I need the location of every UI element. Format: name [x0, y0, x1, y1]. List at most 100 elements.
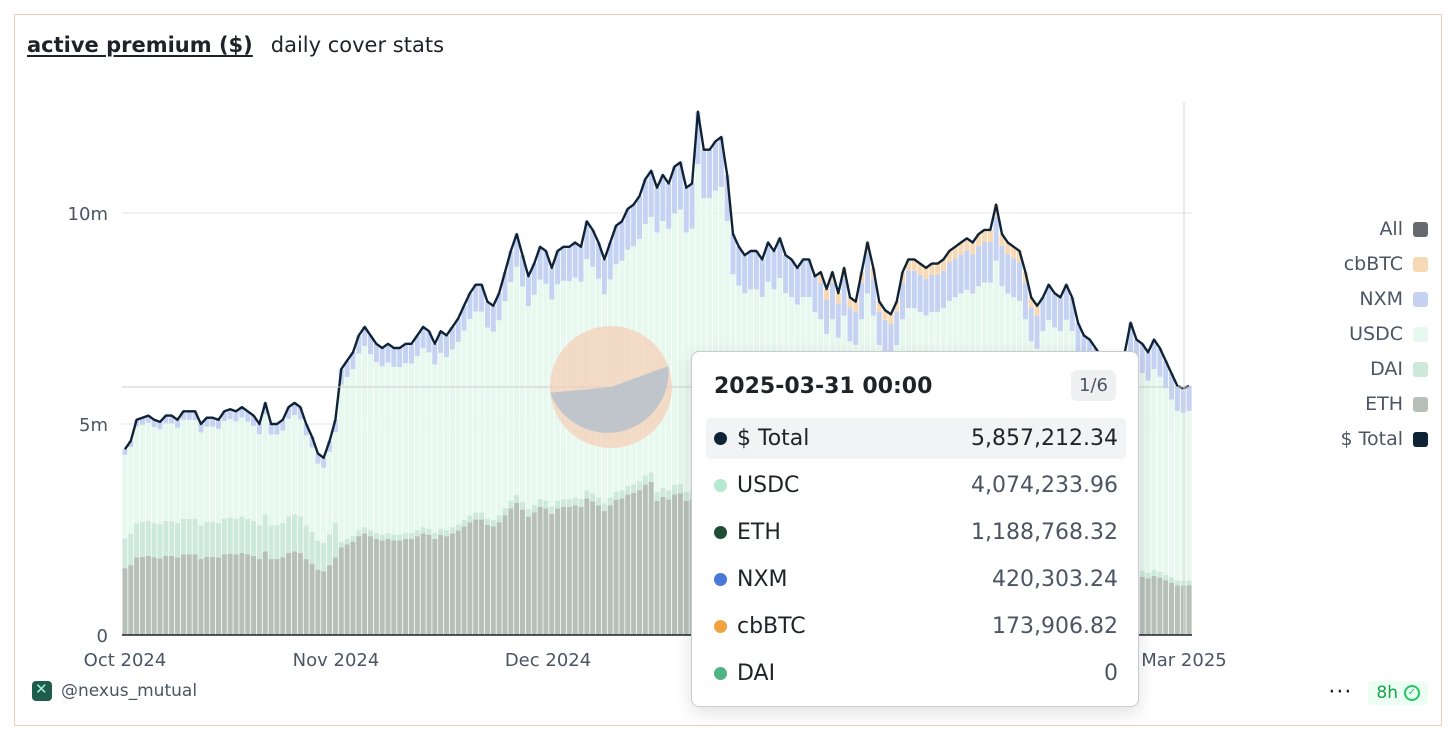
stack-bar-segment: [578, 246, 584, 282]
stack-bar-segment: [379, 348, 385, 367]
chart-title-link[interactable]: active premium ($): [27, 33, 253, 57]
stack-bar-segment: [1180, 585, 1186, 635]
stack-bar-segment: [309, 531, 315, 564]
legend-item-total[interactable]: $ Total: [1340, 426, 1428, 452]
legend-item-nxm[interactable]: NXM: [1359, 286, 1428, 312]
stack-bar-segment: [467, 318, 473, 516]
stack-bar-segment: [625, 494, 631, 635]
stack-bar-segment: [818, 272, 824, 283]
stack-bar-segment: [303, 435, 309, 526]
stack-bar-segment: [198, 559, 204, 635]
stack-bar-segment: [256, 424, 262, 435]
stack-bar-segment: [455, 524, 461, 531]
stack-bar-segment: [239, 407, 245, 418]
stack-bar-segment: [233, 421, 239, 519]
stack-bar-segment: [748, 250, 754, 290]
freshness-badge[interactable]: 8h ✓: [1368, 680, 1428, 705]
stack-bar-segment: [461, 526, 467, 635]
stack-bar-segment: [391, 366, 397, 535]
stack-bar-segment: [449, 527, 455, 534]
stack-bar-segment: [367, 354, 374, 531]
stack-bar-segment: [607, 497, 613, 506]
tooltip-series-name: USDC: [737, 473, 800, 498]
stack-bar-segment: [672, 166, 678, 214]
stack-bar-segment: [607, 505, 613, 635]
stack-bar-segment: [519, 509, 526, 635]
stack-bar-segment: [929, 274, 935, 312]
stack-bar-segment: [484, 524, 490, 635]
legend-item-dai[interactable]: DAI: [1370, 356, 1428, 382]
stack-bar-segment: [210, 521, 216, 557]
author-link[interactable]: @nexus_mutual: [32, 680, 197, 701]
stack-bar-segment: [297, 419, 303, 517]
stack-bar-segment: [128, 565, 134, 635]
stack-bar-segment: [198, 424, 204, 433]
stack-bar-segment: [379, 534, 385, 541]
stack-bar-segment: [619, 221, 625, 261]
stack-bar-segment: [712, 141, 718, 191]
stack-bar-segment: [502, 507, 508, 516]
stack-bar-segment: [859, 282, 865, 320]
stack-bar-segment: [215, 419, 221, 429]
stack-bar-segment: [1011, 246, 1017, 259]
stack-bar-segment: [145, 520, 151, 557]
stack-bar-segment: [742, 255, 748, 294]
stack-bar-segment: [291, 514, 298, 552]
stack-bar-segment: [1151, 339, 1157, 370]
stack-bar-segment: [122, 449, 128, 455]
legend-item-usdc[interactable]: USDC: [1349, 321, 1428, 347]
stack-bar-segment: [479, 519, 485, 635]
stack-bar-segment: [420, 348, 426, 528]
stack-bar-segment: [566, 499, 572, 507]
stack-bar-segment: [1005, 242, 1011, 255]
stack-bar-segment: [210, 556, 216, 635]
stack-bar-segment: [151, 419, 157, 428]
stack-bar-segment: [508, 508, 514, 635]
stack-bar-segment: [508, 281, 514, 501]
stack-bar-segment: [122, 568, 128, 635]
legend-item-all[interactable]: All: [1379, 216, 1428, 242]
stack-bar-segment: [385, 538, 391, 635]
stack-bar-segment: [134, 557, 140, 635]
stack-bar-segment: [461, 519, 467, 527]
stack-bar-segment: [145, 415, 151, 423]
stack-bar-segment: [215, 523, 221, 558]
stack-bar-segment: [157, 421, 163, 430]
stack-bar-segment: [596, 497, 602, 506]
chart-header: active premium ($) daily cover stats: [27, 33, 444, 57]
legend-item-cbbtc[interactable]: cbBTC: [1344, 251, 1428, 277]
stack-bar-segment: [245, 421, 251, 519]
stack-bar-segment: [625, 208, 631, 250]
stack-bar-segment: [905, 259, 911, 271]
chart-legend: All cbBTC NXM USDC DAI ETH $ Total: [1340, 216, 1428, 452]
stack-bar-segment: [385, 343, 391, 363]
stack-bar-segment: [397, 534, 403, 541]
stack-bar-segment: [356, 536, 362, 635]
x-tick-label: Nov 2024: [293, 650, 380, 671]
stack-bar-segment: [215, 557, 221, 635]
stack-bar-segment: [508, 500, 514, 509]
stack-bar-segment: [724, 175, 730, 222]
stack-bar-segment: [414, 335, 420, 356]
tooltip-page-indicator[interactable]: 1/6: [1071, 370, 1116, 401]
stack-bar-segment: [730, 234, 736, 275]
stack-bar-segment: [245, 518, 251, 555]
stack-bar-segment: [192, 411, 198, 421]
stack-bar-segment: [473, 519, 479, 635]
stack-bar-segment: [151, 557, 157, 635]
more-options-button[interactable]: ···: [1328, 680, 1353, 705]
stack-bar-segment: [128, 440, 134, 447]
tooltip-series-name: $ Total: [737, 426, 810, 451]
stack-bar-segment: [1145, 352, 1151, 381]
stack-bar-segment: [555, 250, 561, 285]
legend-item-eth[interactable]: ETH: [1365, 391, 1428, 417]
stack-bar-segment: [654, 187, 660, 233]
stack-bar-segment: [765, 242, 771, 282]
stack-bar-segment: [280, 523, 286, 558]
stack-bar-segment: [596, 505, 602, 635]
stack-bar-segment: [397, 540, 403, 635]
stack-bar-segment: [707, 149, 713, 199]
stack-bar-segment: [280, 430, 286, 524]
stack-bar-segment: [701, 198, 707, 480]
stack-bar-segment: [455, 530, 461, 635]
